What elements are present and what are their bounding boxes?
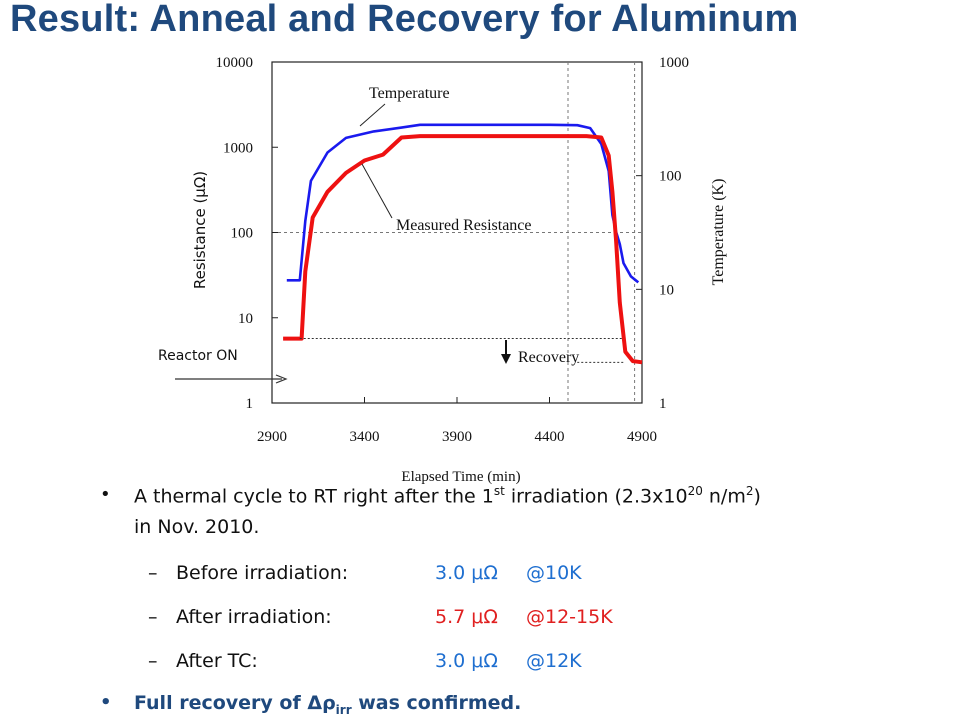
dash: – xyxy=(148,650,158,672)
reactor-on-arrow-head xyxy=(275,374,288,384)
sub-value: 3.0 μΩ xyxy=(435,562,498,584)
y-right-tick-label: 10 xyxy=(659,282,674,298)
dash: – xyxy=(148,562,158,584)
resistance-series-line xyxy=(283,134,643,365)
x-tick-label: 4400 xyxy=(535,429,565,445)
temperature-annotation: Temperature xyxy=(369,85,450,102)
y-axis-title-right: Temperature (K) xyxy=(710,179,727,286)
bullet-1-unit: n/m xyxy=(702,485,746,508)
x-tick-label: 3400 xyxy=(350,429,380,445)
y-right-tick-label: 1 xyxy=(659,396,667,412)
x-axis-title: Elapsed Time (min) xyxy=(401,469,520,485)
bullet-1-text-mid: irradiation (2.3x10 xyxy=(504,485,688,508)
sub-condition: @10K xyxy=(526,562,582,584)
bullet-dot: • xyxy=(100,692,112,713)
recovery-text-end: was confirmed. xyxy=(351,692,522,714)
recovery-annotation: Recovery xyxy=(518,349,579,366)
sub-label: After TC: xyxy=(176,650,258,672)
bullet-1-exp: 20 xyxy=(687,484,703,498)
x-tick-label: 3900 xyxy=(442,429,472,445)
chart: 2900 3400 3900 4400 4900 10000 1000 100 10 1 1000 1… xyxy=(158,55,727,485)
sub-condition: @12K xyxy=(526,650,582,672)
y-right-tick-label: 100 xyxy=(659,169,682,185)
sub-value: 3.0 μΩ xyxy=(435,650,498,672)
bullet-1-unit-exp: 2 xyxy=(745,484,754,498)
recovery-text: Full recovery of xyxy=(134,692,308,714)
recovery-symbol: Δρ xyxy=(307,692,336,714)
y-left-tick-label: 1 xyxy=(246,396,254,412)
temperature-series-line xyxy=(286,123,640,284)
bullet-1-line2: in Nov. 2010. xyxy=(134,516,260,538)
sub-label: After irradiation: xyxy=(176,606,332,628)
bullet-1-sup: st xyxy=(493,484,505,498)
sub-condition: @12-15K xyxy=(526,606,613,628)
sub-value: 5.7 μΩ xyxy=(435,606,498,628)
y-left-tick-label: 1000 xyxy=(223,140,253,156)
dash: – xyxy=(148,606,158,628)
resistance-annotation: Measured Resistance xyxy=(396,217,532,234)
y-left-tick-label: 100 xyxy=(231,226,254,242)
bullet-1-close: ) xyxy=(753,485,761,508)
y-right-tick-label: 1000 xyxy=(659,55,689,71)
recovery-arrow-head xyxy=(501,354,511,364)
bullet-dot: • xyxy=(100,484,111,505)
x-tick-label: 4900 xyxy=(627,429,657,445)
temperature-leader-line xyxy=(359,103,386,127)
resistance-leader-line xyxy=(361,163,393,219)
y-left-tick-label: 10 xyxy=(238,311,253,327)
recovery-sub: irr xyxy=(335,702,352,717)
sub-label: Before irradiation: xyxy=(176,562,349,584)
x-tick-label: 2900 xyxy=(257,429,287,445)
bullet-1-text: A thermal cycle to RT right after the 1 xyxy=(134,485,494,508)
slide-title: Result: Anneal and Recovery for Aluminum xyxy=(10,0,799,40)
reactor-on-annotation: Reactor ON xyxy=(158,348,238,364)
y-left-tick-label: 10000 xyxy=(216,55,254,71)
y-axis-title-left: Resistance (μΩ) xyxy=(191,171,209,289)
